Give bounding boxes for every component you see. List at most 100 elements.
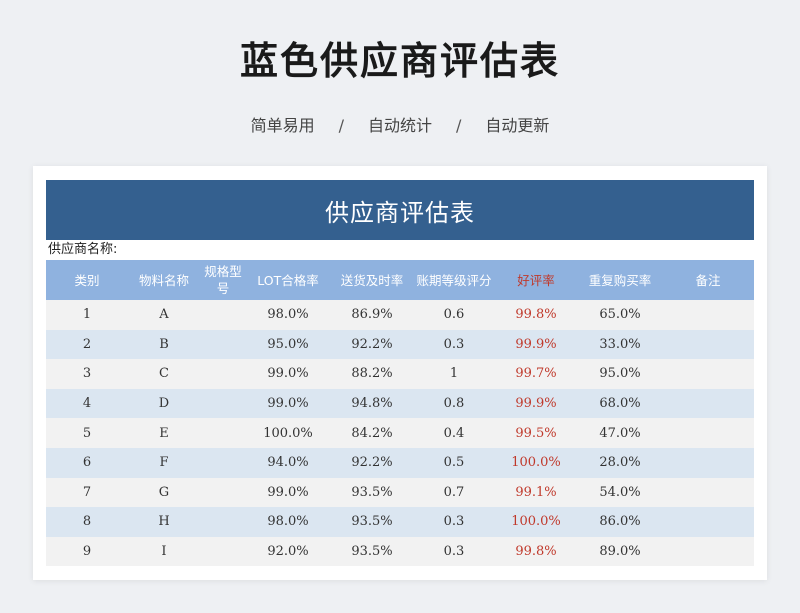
table-header-row: 类别 物料名称 规格型号 LOT合格率 送货及时率 账期等级评分 好评率 重复购买率 备注 xyxy=(46,260,754,300)
subtitle-separator: / xyxy=(456,116,462,135)
col-spec-model-cell[interactable] xyxy=(200,447,246,478)
supplier-name-label[interactable]: 供应商名称: xyxy=(46,240,754,260)
table-row: 5 E 100.0% 84.2% 0.4 99.5% 47.0% xyxy=(46,418,754,448)
col-positive-rate-cell[interactable]: 99.1% xyxy=(494,477,578,508)
col-remarks-cell[interactable] xyxy=(662,300,754,330)
col-payment-score-cell[interactable]: 0.3 xyxy=(414,536,494,567)
col-lot-pass-rate-cell[interactable]: 100.0% xyxy=(246,418,330,448)
col-payment-score-cell[interactable]: 0.6 xyxy=(414,300,494,330)
col-repurchase-rate-cell[interactable]: 86.0% xyxy=(578,507,662,537)
col-positive-rate-cell[interactable]: 99.7% xyxy=(494,359,578,389)
col-remarks-cell[interactable] xyxy=(662,359,754,389)
col-lot-pass-rate-cell[interactable]: 94.0% xyxy=(246,447,330,478)
col-payment-score-cell[interactable]: 1 xyxy=(414,359,494,389)
col-payment-score-cell[interactable]: 0.3 xyxy=(414,329,494,360)
col-spec-model-cell[interactable] xyxy=(200,388,246,419)
col-remarks-cell[interactable] xyxy=(662,507,754,537)
col-material-name-cell[interactable]: G xyxy=(128,477,200,508)
col-lot-pass-rate-cell[interactable]: 92.0% xyxy=(246,536,330,567)
table-body: 1 A 98.0% 86.9% 0.6 99.8% 65.0% 2 B 95.0% 92.2% 0.3… xyxy=(46,300,754,567)
col-payment-score-cell[interactable]: 0.3 xyxy=(414,507,494,537)
col-repurchase-rate-cell[interactable]: 89.0% xyxy=(578,536,662,567)
col-lot-pass-rate-cell[interactable]: 99.0% xyxy=(246,388,330,419)
col-spec-model-cell[interactable] xyxy=(200,329,246,360)
col-material-name-cell[interactable]: D xyxy=(128,388,200,419)
table-row: 3 C 99.0% 88.2% 1 99.7% 95.0% xyxy=(46,359,754,389)
col-lot-pass-rate-cell[interactable]: 99.0% xyxy=(246,477,330,508)
subtitle-item: 简单易用 xyxy=(250,116,315,135)
col-repurchase-rate-cell[interactable]: 54.0% xyxy=(578,477,662,508)
col-spec-model-cell[interactable] xyxy=(200,536,246,567)
col-payment-score-cell[interactable]: 0.7 xyxy=(414,477,494,508)
col-delivery-rate-cell[interactable]: 94.8% xyxy=(330,388,414,419)
col-category-cell[interactable]: 4 xyxy=(46,388,128,419)
col-positive-rate-cell[interactable]: 100.0% xyxy=(494,507,578,537)
col-positive-rate-cell[interactable]: 99.5% xyxy=(494,418,578,448)
col-delivery-rate-cell[interactable]: 93.5% xyxy=(330,477,414,508)
col-delivery-rate-cell[interactable]: 84.2% xyxy=(330,418,414,448)
col-spec-model-cell[interactable] xyxy=(200,300,246,330)
col-category-cell[interactable]: 1 xyxy=(46,300,128,330)
col-spec-model-cell[interactable] xyxy=(200,507,246,537)
col-material-name-cell[interactable]: F xyxy=(128,447,200,478)
col-remarks-cell[interactable] xyxy=(662,329,754,360)
col-spec-model-cell[interactable] xyxy=(200,359,246,389)
col-category-cell[interactable]: 3 xyxy=(46,359,128,389)
col-positive-rate-cell[interactable]: 100.0% xyxy=(494,447,578,478)
table-row: 2 B 95.0% 92.2% 0.3 99.9% 33.0% xyxy=(46,329,754,360)
col-lot-pass-rate-cell[interactable]: 98.0% xyxy=(246,300,330,330)
subtitle-item: 自动更新 xyxy=(485,116,550,135)
col-category-cell[interactable]: 2 xyxy=(46,329,128,360)
col-positive-rate-cell[interactable]: 99.8% xyxy=(494,300,578,330)
col-repurchase-rate-cell[interactable]: 33.0% xyxy=(578,329,662,360)
col-material-name-cell[interactable]: C xyxy=(128,359,200,389)
col-delivery-rate-cell[interactable]: 92.2% xyxy=(330,329,414,360)
col-lot-pass-rate-header: LOT合格率 xyxy=(246,260,330,300)
col-material-name-cell[interactable]: A xyxy=(128,300,200,330)
col-category-cell[interactable]: 6 xyxy=(46,447,128,478)
col-delivery-rate-cell[interactable]: 93.5% xyxy=(330,507,414,537)
col-spec-model-cell[interactable] xyxy=(200,477,246,508)
col-category-cell[interactable]: 5 xyxy=(46,418,128,448)
page-title: 蓝色供应商评估表 xyxy=(239,39,560,83)
col-positive-rate-cell[interactable]: 99.9% xyxy=(494,329,578,360)
col-spec-model-header: 规格型号 xyxy=(200,260,246,300)
col-lot-pass-rate-cell[interactable]: 99.0% xyxy=(246,359,330,389)
col-delivery-rate-cell[interactable]: 92.2% xyxy=(330,447,414,478)
table-row: 1 A 98.0% 86.9% 0.6 99.8% 65.0% xyxy=(46,300,754,330)
col-payment-score-cell[interactable]: 0.5 xyxy=(414,447,494,478)
col-category-cell[interactable]: 9 xyxy=(46,536,128,567)
col-delivery-rate-cell[interactable]: 86.9% xyxy=(330,300,414,330)
col-remarks-cell[interactable] xyxy=(662,418,754,448)
col-remarks-cell[interactable] xyxy=(662,477,754,508)
col-lot-pass-rate-cell[interactable]: 98.0% xyxy=(246,507,330,537)
col-repurchase-rate-cell[interactable]: 28.0% xyxy=(578,447,662,478)
col-payment-score-cell[interactable]: 0.4 xyxy=(414,418,494,448)
table-row: 8 H 98.0% 93.5% 0.3 100.0% 86.0% xyxy=(46,507,754,537)
col-material-name-cell[interactable]: I xyxy=(128,536,200,567)
col-remarks-cell[interactable] xyxy=(662,388,754,419)
col-material-name-cell[interactable]: E xyxy=(128,418,200,448)
spreadsheet: 供应商评估表 供应商名称: 类别 物料名称 规格型号 LOT合格率 送货及时率 账期等级评… xyxy=(46,180,754,567)
col-repurchase-rate-cell[interactable]: 65.0% xyxy=(578,300,662,330)
col-delivery-rate-cell[interactable]: 93.5% xyxy=(330,536,414,567)
col-positive-rate-cell[interactable]: 99.9% xyxy=(494,388,578,419)
col-remarks-cell[interactable] xyxy=(662,447,754,478)
col-repurchase-rate-cell[interactable]: 68.0% xyxy=(578,388,662,419)
subtitle-separator: / xyxy=(338,116,344,135)
col-remarks-cell[interactable] xyxy=(662,536,754,567)
col-positive-rate-header: 好评率 xyxy=(494,260,578,300)
table-row: 7 G 99.0% 93.5% 0.7 99.1% 54.0% xyxy=(46,477,754,508)
col-delivery-rate-cell[interactable]: 88.2% xyxy=(330,359,414,389)
col-repurchase-rate-cell[interactable]: 95.0% xyxy=(578,359,662,389)
col-payment-score-cell[interactable]: 0.8 xyxy=(414,388,494,419)
col-material-name-cell[interactable]: B xyxy=(128,329,200,360)
col-repurchase-rate-cell[interactable]: 47.0% xyxy=(578,418,662,448)
col-lot-pass-rate-cell[interactable]: 95.0% xyxy=(246,329,330,360)
col-category-cell[interactable]: 7 xyxy=(46,477,128,508)
col-category-cell[interactable]: 8 xyxy=(46,507,128,537)
col-material-name-cell[interactable]: H xyxy=(128,507,200,537)
col-positive-rate-cell[interactable]: 99.8% xyxy=(494,536,578,567)
col-spec-model-cell[interactable] xyxy=(200,418,246,448)
subtitle: 简单易用 / 自动统计 / 自动更新 xyxy=(0,112,800,136)
